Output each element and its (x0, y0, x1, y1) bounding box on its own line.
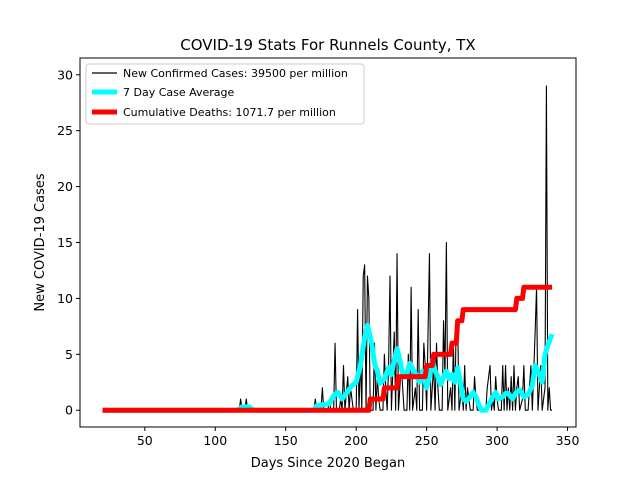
series-line-7-day-average (102, 322, 555, 413)
y-tick-label: 15 (57, 235, 73, 250)
y-axis-label: New COVID-19 Cases (33, 173, 48, 311)
plot-area (102, 85, 555, 413)
x-tick-label: 50 (137, 433, 153, 448)
y-tick-label: 5 (65, 347, 73, 362)
y-tick-label: 25 (57, 123, 73, 138)
x-tick-label: 250 (415, 433, 439, 448)
series-line-new-cases (102, 85, 553, 411)
x-tick-label: 350 (556, 433, 580, 448)
y-tick-label: 10 (57, 291, 73, 306)
legend-label-cumulative-deaths: Cumulative Deaths: 1071.7 per million (123, 106, 336, 119)
y-tick-label: 20 (57, 179, 73, 194)
legend-label-7-day-average: 7 Day Case Average (123, 86, 235, 99)
legend: New Confirmed Cases: 39500 per million 7… (85, 63, 365, 125)
legend-box (85, 63, 365, 125)
x-axis-label: Days Since 2020 Began (251, 456, 406, 471)
y-axis: 0 5 10 15 20 25 30 (57, 67, 80, 418)
x-axis: 50 100 150 200 250 300 350 (137, 427, 580, 448)
chart-title: COVID-19 Stats For Runnels County, TX (180, 36, 475, 54)
x-tick-label: 150 (274, 433, 298, 448)
series-line-cumulative-deaths (102, 284, 553, 413)
x-tick-label: 200 (344, 433, 368, 448)
legend-label-new-cases: New Confirmed Cases: 39500 per million (123, 67, 348, 80)
y-tick-label: 30 (57, 67, 73, 82)
x-tick-label: 100 (203, 433, 227, 448)
x-tick-label: 300 (485, 433, 509, 448)
y-tick-label: 0 (65, 403, 73, 418)
